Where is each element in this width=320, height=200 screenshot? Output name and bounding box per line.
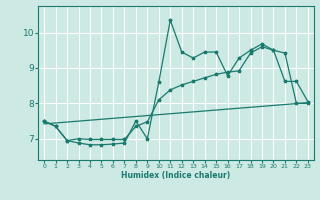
X-axis label: Humidex (Indice chaleur): Humidex (Indice chaleur) (121, 171, 231, 180)
